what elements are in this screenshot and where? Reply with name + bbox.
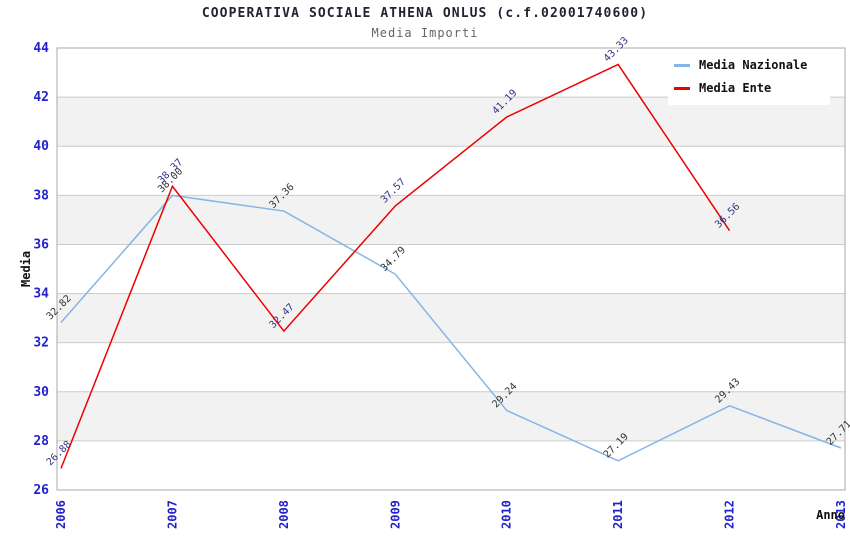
plot-band (57, 293, 845, 343)
legend-item-media-nazionale: Media Nazionale (674, 58, 824, 72)
media-nazionale-line-swatch-icon (674, 63, 690, 67)
legend-label: Media Nazionale (699, 58, 808, 72)
x-tick-label: 2008 (277, 500, 291, 529)
plot-band (57, 97, 845, 147)
y-tick-label: 32 (33, 336, 49, 351)
point-label: 43.33 (602, 35, 631, 64)
y-tick-label: 42 (33, 90, 49, 105)
y-tick-label: 36 (33, 237, 49, 252)
plot-band (57, 195, 845, 245)
chart-title: COOPERATIVA SOCIALE ATHENA ONLUS (c.f.02… (201, 6, 649, 21)
x-axis-title: Anno (816, 508, 845, 522)
x-tick-label: 2009 (388, 500, 402, 529)
y-tick-label: 40 (33, 139, 49, 154)
legend-label: Media Ente (699, 81, 772, 95)
point-label: 26.88 (45, 439, 74, 468)
plot-border (56, 47, 846, 491)
media-ente-line-swatch-icon (674, 86, 690, 90)
y-tick-label: 34 (33, 287, 49, 302)
plot-band (57, 391, 845, 441)
y-tick-label: 30 (33, 385, 49, 400)
x-tick-label: 2006 (54, 500, 68, 529)
chart-subtitle: Media Importi (371, 26, 479, 40)
x-tick-label: 2013 (834, 500, 848, 529)
series-line-media-nazionale (60, 194, 842, 462)
y-tick-label: 26 (33, 483, 49, 498)
y-tick-label: 44 (33, 41, 49, 56)
y-tick-label: 28 (33, 434, 49, 449)
legend-item-media-ente: Media Ente (674, 81, 824, 95)
y-tick-label: 38 (33, 188, 49, 203)
y-axis-title: Media (19, 251, 33, 287)
x-tick-label: 2011 (611, 500, 625, 529)
point-label: 34.79 (379, 245, 408, 274)
x-tick-label: 2007 (165, 500, 179, 529)
x-tick-label: 2010 (500, 500, 514, 529)
x-tick-label: 2012 (723, 500, 737, 529)
legend: Media Nazionale Media Ente (668, 50, 830, 105)
series-line-media-ente (60, 63, 731, 469)
